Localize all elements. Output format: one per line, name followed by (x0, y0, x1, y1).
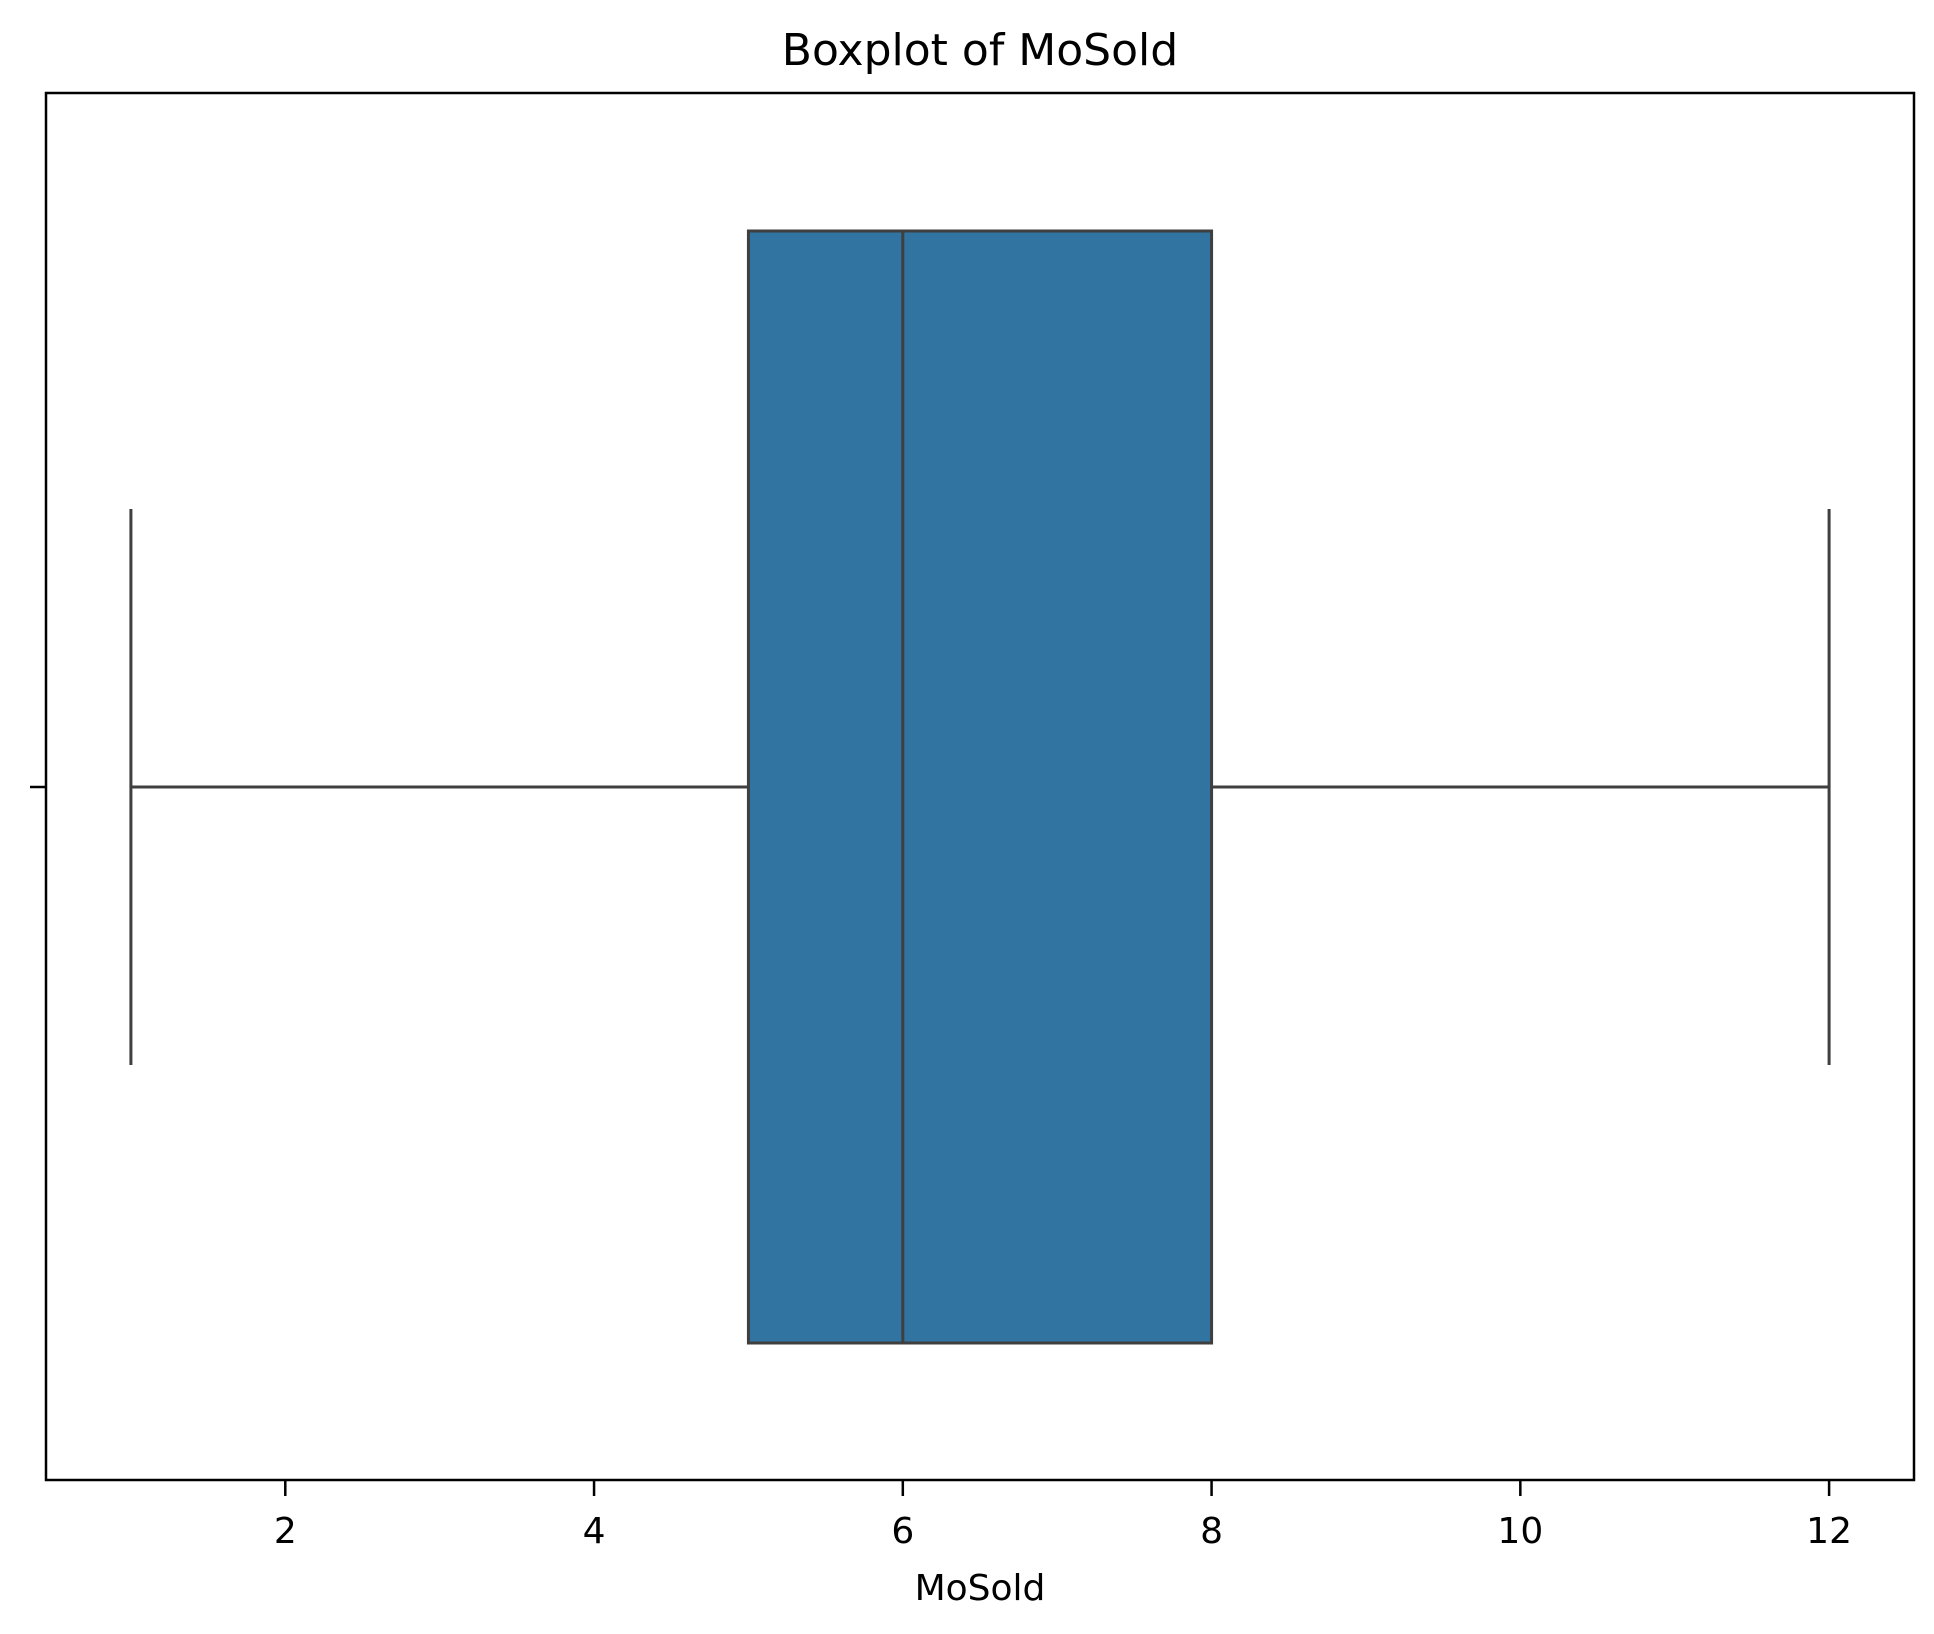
plot-area (129, 229, 1831, 1345)
x-axis-ticks: 2 4 6 8 10 12 (274, 1480, 1852, 1552)
x-tick-label: 8 (1200, 1511, 1223, 1552)
x-axis-label: MoSold (915, 1568, 1046, 1609)
x-tick-label: 2 (274, 1511, 297, 1552)
chart-title: Boxplot of MoSold (782, 25, 1178, 76)
x-tick-label: 12 (1806, 1511, 1852, 1552)
x-tick-label: 10 (1497, 1511, 1543, 1552)
x-tick-label: 4 (583, 1511, 606, 1552)
x-tick-label: 6 (891, 1511, 914, 1552)
iqr-box (746, 229, 1214, 1345)
